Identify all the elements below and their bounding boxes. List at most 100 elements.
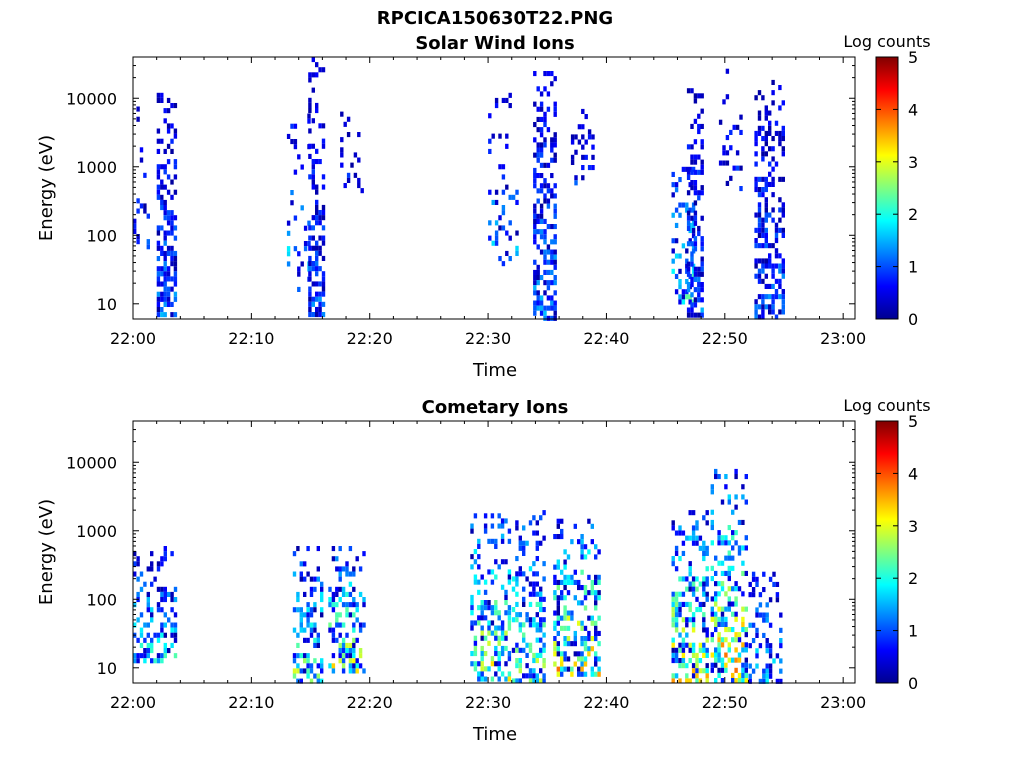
spectrogram-cell [674, 273, 679, 279]
spectrogram-cell [771, 309, 775, 315]
spectrogram-cell [309, 607, 314, 613]
spectrogram-cell [515, 525, 519, 531]
spectrogram-cell [779, 612, 783, 618]
spectrogram-cell [286, 220, 291, 226]
spectrogram-cell [505, 250, 509, 256]
spectrogram-cell [328, 627, 332, 633]
spectrogram-cell [293, 139, 298, 145]
spectrogram-cell [778, 85, 782, 91]
spectrogram-cell [160, 622, 164, 628]
spectrogram-cell [553, 142, 557, 148]
spectrogram-cell [553, 76, 557, 82]
spectrogram-cell [296, 678, 300, 684]
spectrogram-cell [720, 616, 725, 622]
spectrogram-cell [577, 656, 581, 662]
spectrogram-cell [490, 661, 495, 667]
spectrogram-cell [764, 202, 768, 208]
spectrogram-cell [173, 296, 178, 302]
spectrogram-cell [546, 249, 551, 255]
spectrogram-cell [577, 666, 581, 672]
spectrogram-cell [681, 637, 686, 643]
spectrogram-cell [546, 295, 551, 301]
spectrogram-cell [483, 589, 488, 595]
spectrogram-cell [739, 114, 743, 120]
spectrogram-cell [348, 668, 353, 674]
spectrogram-cell [671, 258, 675, 264]
spectrogram-cell [731, 555, 735, 561]
spectrogram-cell [341, 566, 346, 572]
spectrogram-cell [724, 591, 728, 597]
spectrogram-cell [163, 597, 167, 603]
spectrogram-cell [318, 312, 322, 318]
spectrogram-cell [543, 116, 547, 122]
spectrogram-cell [757, 258, 762, 264]
spectrogram-cell [778, 253, 782, 259]
spectrogram-cell [695, 658, 699, 664]
panel-title-cometary: Cometary Ions [422, 397, 569, 418]
spectrogram-cell [543, 193, 547, 199]
spectrogram-cell [727, 601, 731, 607]
spectrogram-cell [494, 630, 498, 636]
spectrogram-cell [691, 581, 696, 587]
spectrogram-cell [700, 256, 704, 262]
spectrogram-cell [724, 627, 728, 633]
spectrogram-cell [671, 596, 675, 602]
spectrogram-cell [166, 296, 171, 302]
spectrogram-cell [296, 668, 300, 674]
spectrogram-cell [306, 668, 310, 674]
spectrogram-cell [583, 605, 588, 611]
spectrogram-cell [296, 607, 300, 613]
spectrogram-cell [714, 611, 718, 617]
spectrogram-cell [697, 190, 701, 196]
spectrogram-cell [768, 120, 772, 126]
spectrogram-cell [761, 95, 765, 101]
spectrogram-cell [686, 144, 691, 150]
spectrogram-cell [535, 545, 539, 551]
spectrogram-cell [744, 606, 748, 612]
spectrogram-cell [494, 559, 498, 565]
spectrogram-cell [757, 90, 762, 96]
spectrogram-cell [714, 657, 718, 663]
spectrogram-cell [560, 651, 564, 657]
spectrogram-cell [348, 571, 353, 577]
spectrogram-cell [163, 108, 167, 114]
spectrogram-cell [686, 174, 691, 180]
spectrogram-cell [313, 576, 317, 582]
spectrogram-cell [480, 610, 484, 616]
spectrogram-cell [681, 550, 686, 556]
spectrogram-cell [774, 253, 779, 259]
spectrogram-cell [160, 199, 164, 205]
spectrogram-cell [771, 243, 775, 249]
spectrogram-cell [346, 177, 351, 183]
spectrogram-cell [494, 661, 498, 667]
spectrogram-cell [553, 646, 557, 652]
spectrogram-cell [550, 81, 554, 87]
spectrogram-cell [497, 651, 501, 657]
spectrogram-cell [487, 569, 491, 575]
spectrogram-cell [688, 238, 692, 244]
spectrogram-cell [761, 125, 765, 131]
spectrogram-cell [286, 251, 291, 257]
spectrogram-cell [695, 586, 699, 592]
spectrogram-cell [546, 183, 551, 189]
spectrogram-cell [500, 635, 505, 641]
spectrogram-cell [315, 250, 319, 256]
spectrogram-cell [546, 91, 551, 97]
spectrogram-cell [170, 230, 174, 236]
spectrogram-cell [490, 605, 495, 611]
plot-frame-solar-wind [132, 56, 856, 320]
spectrogram-cell [477, 554, 481, 560]
spectrogram-cell [757, 304, 762, 310]
spectrogram-cell [494, 240, 499, 246]
spectrogram-cell [311, 72, 315, 78]
spectrogram-cell [583, 656, 588, 662]
spectrogram-cell [173, 133, 178, 139]
spectrogram-cell [473, 640, 478, 646]
spectrogram-cell [556, 651, 560, 657]
spectrogram-cell [690, 215, 694, 221]
spectrogram-cell [539, 173, 544, 179]
spectrogram-cell [594, 625, 598, 631]
spectrogram-cell [594, 620, 598, 626]
spectrogram-cell [318, 245, 322, 251]
spectrogram-cell [594, 544, 598, 550]
